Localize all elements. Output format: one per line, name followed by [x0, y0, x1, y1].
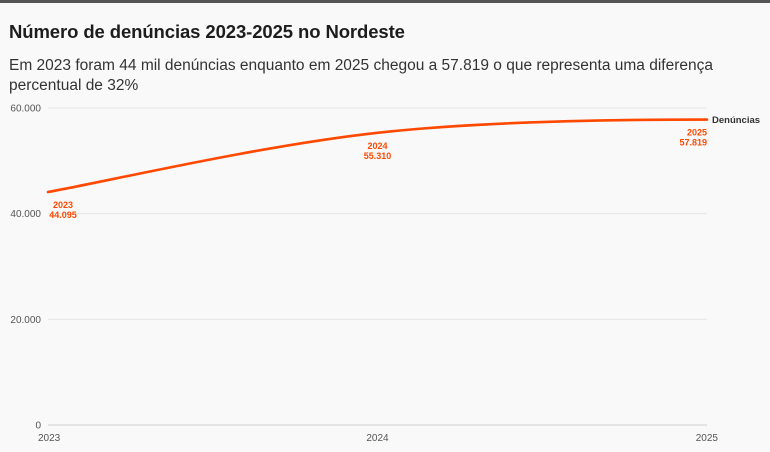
x-tick-label: 2024: [366, 433, 389, 444]
data-label-value: 57.819: [679, 138, 707, 148]
chart-title: Número de denúncias 2023-2025 no Nordest…: [9, 21, 405, 42]
data-label-value: 44.095: [49, 210, 77, 220]
top-border: [0, 0, 770, 3]
x-tick-label: 2023: [38, 433, 61, 444]
y-tick-label: 60.000: [10, 104, 41, 115]
chart-subtitle: Em 2023 foram 44 mil denúncias enquanto …: [9, 57, 714, 94]
data-label-year: 2025: [687, 128, 707, 138]
data-label-value: 55.310: [364, 151, 392, 161]
series-label-denuncias: Denúncias: [712, 115, 760, 126]
y-tick-label: 0: [35, 421, 41, 432]
data-label-year: 2023: [53, 200, 73, 210]
y-tick-label: 20.000: [10, 315, 41, 326]
x-tick-label: 2025: [696, 433, 719, 444]
y-tick-label: 40.000: [10, 209, 41, 220]
data-label-year: 2024: [367, 141, 387, 151]
series-line-denuncias: [46, 118, 709, 194]
